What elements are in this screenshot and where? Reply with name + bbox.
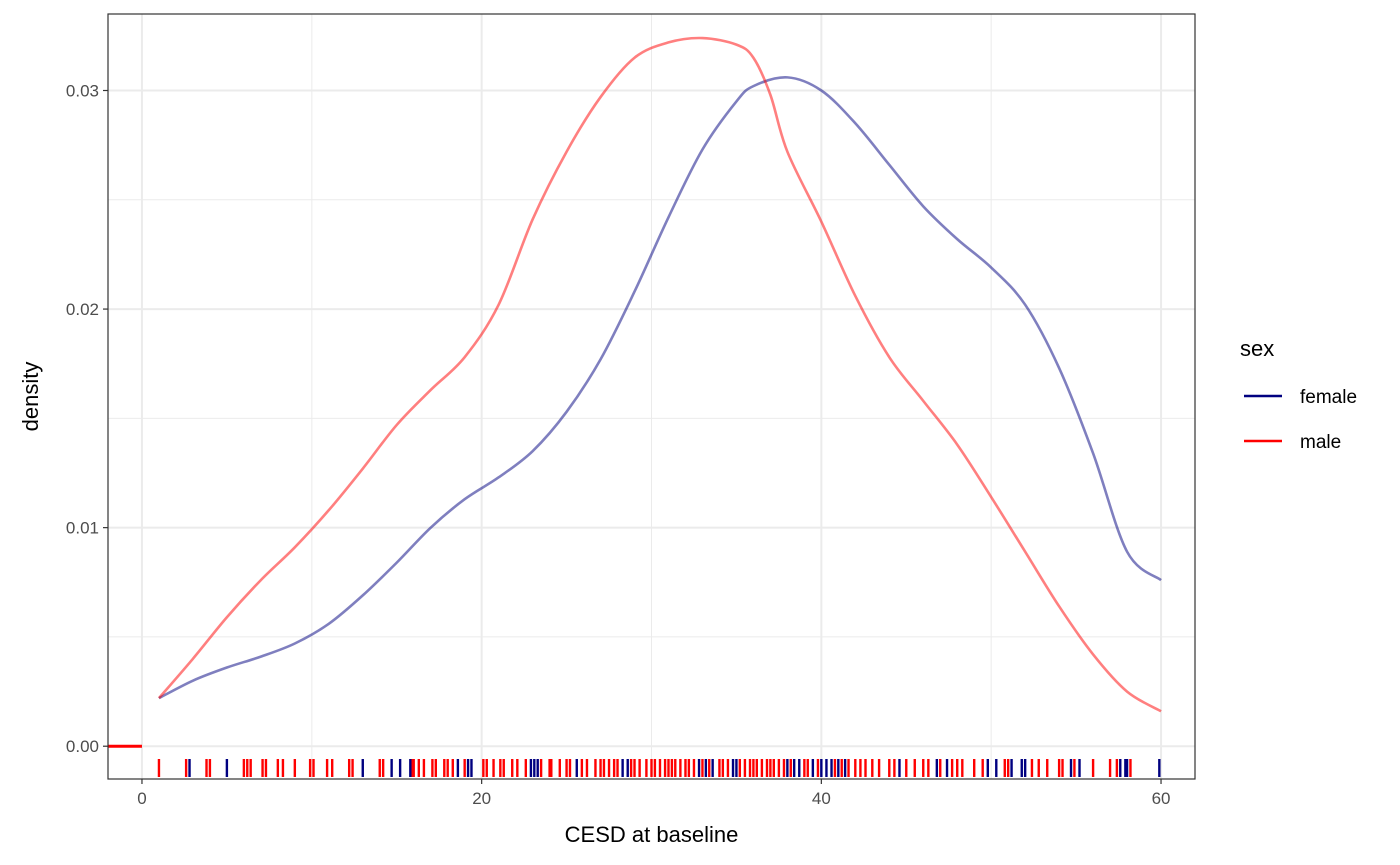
minor-gridlines [108,14,1195,779]
legend-label-female: female [1300,387,1357,408]
density-lines [157,36,1162,713]
density-line-male [157,36,1162,713]
x-tick-label: 0 [137,789,146,808]
legend-title: sex [1240,336,1274,361]
x-tick-label: 20 [472,789,491,808]
panel-border [107,13,1196,780]
legend-label-male: male [1300,432,1341,453]
y-axis-title: density [18,362,43,432]
x-axis: 0 20 40 60 [137,779,1170,808]
density-line-female [158,76,1162,700]
x-axis-title: CESD at baseline [565,822,739,847]
x-tick-label: 60 [1152,789,1171,808]
y-tick-label: 0.02 [66,300,99,319]
y-tick-label: 0.03 [66,82,99,101]
y-tick-label: 0.01 [66,519,99,538]
rug-marks [108,744,1161,777]
y-tick-label: 0.00 [66,737,99,756]
legend: sex female male [1240,336,1357,453]
x-tick-label: 40 [812,789,831,808]
legend-entry-male: male [1244,432,1341,453]
legend-entry-female: female [1244,387,1357,408]
major-gridlines [108,14,1195,779]
y-axis: 0.00 0.01 0.02 0.03 [66,82,108,756]
